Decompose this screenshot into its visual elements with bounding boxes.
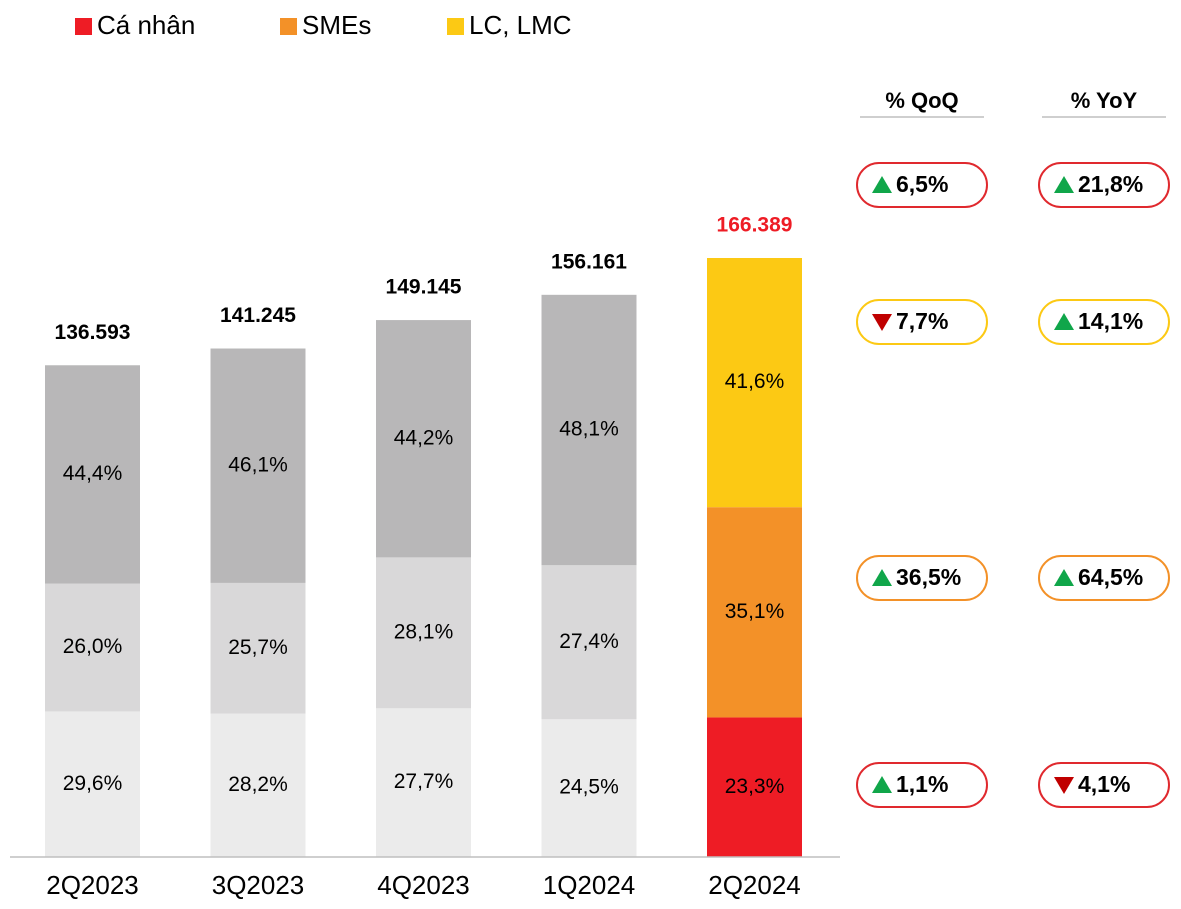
bar-segment (707, 507, 802, 718)
total-label: 166.389 (717, 214, 793, 237)
change-arrow (1054, 176, 1074, 193)
segment-label: 44,4% (63, 462, 123, 485)
change-pill (1038, 762, 1170, 808)
bar-segment (707, 717, 802, 857)
bar-segment (541, 719, 637, 857)
change-label: 64,5% (1078, 564, 1143, 590)
segment-label: 48,1% (559, 418, 619, 441)
legend-swatch (75, 18, 92, 35)
legend-swatch (447, 18, 464, 35)
bar-segment (210, 582, 306, 714)
x-tick-label: 3Q2023 (212, 870, 305, 900)
total-label: 136.593 (55, 321, 131, 344)
change-pill (856, 299, 988, 345)
segment-label: 26,0% (63, 635, 123, 658)
segment-label: 24,5% (559, 776, 619, 799)
change-arrow (1054, 313, 1074, 330)
change-arrow (872, 314, 892, 331)
segment-label: 25,7% (228, 636, 288, 659)
change-label: 6,5% (896, 171, 948, 197)
segment-label: 23,3% (725, 775, 785, 798)
bar-segment (541, 565, 637, 720)
change-label: 36,5% (896, 564, 961, 590)
segment-label: 27,7% (394, 770, 454, 793)
bar-segment (45, 711, 140, 857)
segment-label: 44,2% (394, 426, 454, 449)
total-label: 141.245 (220, 304, 296, 327)
change-arrow (872, 176, 892, 193)
segment-label: 41,6% (725, 370, 785, 393)
bar-segment (376, 320, 471, 558)
segment-label: 28,2% (228, 773, 288, 796)
change-pill (1038, 299, 1170, 345)
change-label: 14,1% (1078, 308, 1143, 334)
change-pill (1038, 555, 1170, 601)
bar-segment (45, 365, 140, 584)
total-label: 149.145 (386, 276, 462, 299)
change-arrow (1054, 777, 1074, 794)
legend-swatch (280, 18, 297, 35)
bar-segment (45, 583, 140, 712)
legend-label: LC, LMC (469, 10, 572, 40)
bar-segment (541, 294, 637, 566)
change-arrow (1054, 569, 1074, 586)
column-header: % QoQ (885, 88, 958, 113)
segment-label: 35,1% (725, 600, 785, 623)
change-label: 4,1% (1078, 771, 1130, 797)
change-pill (856, 762, 988, 808)
bar-segment (210, 348, 306, 583)
x-tick-label: 1Q2024 (543, 870, 636, 900)
column-header: % YoY (1071, 88, 1138, 113)
x-tick-label: 2Q2023 (46, 870, 139, 900)
total-label: 156.161 (551, 250, 627, 273)
change-label: 1,1% (896, 771, 948, 797)
change-arrow (872, 776, 892, 793)
segment-label: 46,1% (228, 453, 288, 476)
change-label: 7,7% (896, 308, 948, 334)
x-tick-label: 4Q2023 (377, 870, 470, 900)
change-pill (1038, 162, 1170, 208)
bar-segment (707, 258, 802, 508)
legend-label: SMEs (302, 10, 371, 40)
x-tick-label: 2Q2024 (708, 870, 801, 900)
change-pill (856, 162, 988, 208)
bar-segment (376, 557, 471, 709)
legend-label: Cá nhân (97, 10, 195, 40)
segment-label: 27,4% (559, 630, 619, 653)
bar-segment (210, 713, 306, 857)
segment-label: 28,1% (394, 620, 454, 643)
change-arrow (872, 569, 892, 586)
change-pill (856, 555, 988, 601)
change-label: 21,8% (1078, 171, 1143, 197)
segment-label: 29,6% (63, 772, 123, 795)
bar-segment (376, 708, 471, 857)
